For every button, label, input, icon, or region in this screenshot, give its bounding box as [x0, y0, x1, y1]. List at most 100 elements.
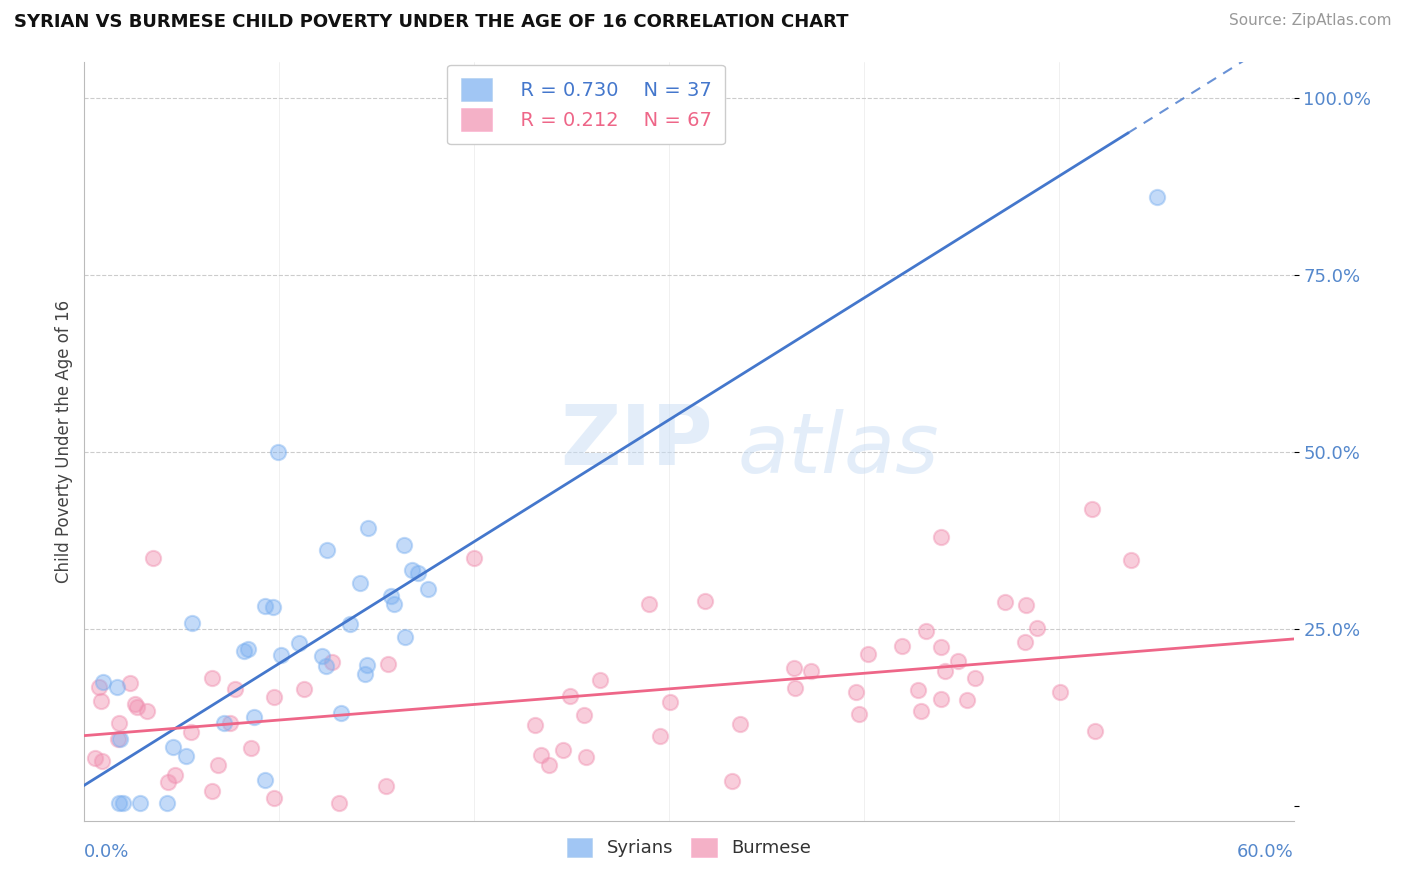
Point	[142, 551, 165, 566]
Point	[354, 667, 377, 681]
Point	[524, 718, 547, 732]
Point	[963, 672, 986, 686]
Point	[929, 640, 952, 654]
Point	[994, 595, 1017, 609]
Point	[848, 706, 870, 721]
Point	[118, 676, 141, 690]
Point	[330, 706, 353, 721]
Point	[212, 715, 235, 730]
Point	[377, 657, 399, 671]
Point	[463, 551, 485, 566]
Point	[315, 659, 337, 673]
Point	[242, 710, 264, 724]
Point	[201, 784, 224, 798]
Point	[934, 664, 956, 678]
Point	[929, 530, 952, 544]
Point	[156, 796, 179, 810]
Point	[856, 648, 879, 662]
Point	[207, 758, 229, 772]
Point	[1049, 685, 1071, 699]
Point	[1026, 621, 1049, 635]
Point	[239, 741, 262, 756]
Point	[105, 680, 128, 694]
Point	[311, 649, 333, 664]
Point	[800, 664, 823, 678]
Point	[107, 796, 129, 810]
Point	[136, 705, 159, 719]
Point	[956, 693, 979, 707]
Point	[845, 685, 868, 699]
Point	[108, 732, 131, 747]
Point	[339, 617, 361, 632]
Text: 0.0%: 0.0%	[84, 844, 129, 862]
Point	[394, 630, 416, 644]
Y-axis label: Child Poverty Under the Age of 16: Child Poverty Under the Age of 16	[55, 300, 73, 583]
Point	[907, 683, 929, 698]
Point	[695, 594, 717, 608]
Point	[219, 716, 242, 731]
Point	[253, 773, 276, 788]
Point	[638, 597, 661, 611]
Point	[90, 754, 112, 768]
Point	[783, 661, 806, 675]
Point	[107, 732, 129, 747]
Point	[1081, 501, 1104, 516]
Point	[254, 599, 277, 613]
Point	[107, 716, 129, 731]
Point	[408, 566, 430, 580]
Point	[263, 790, 285, 805]
Point	[910, 704, 932, 718]
Point	[180, 724, 202, 739]
Point	[728, 717, 751, 731]
Point	[124, 697, 146, 711]
Point	[658, 695, 681, 709]
Point	[560, 689, 582, 703]
Point	[232, 644, 254, 658]
Point	[783, 681, 806, 696]
Point	[263, 690, 285, 704]
Point	[575, 750, 598, 764]
Point	[650, 729, 672, 743]
Point	[1084, 724, 1107, 739]
Point	[1015, 598, 1038, 612]
Point	[382, 597, 405, 611]
Point	[128, 796, 150, 810]
Point	[1119, 552, 1142, 566]
Point	[270, 648, 292, 662]
Point	[1014, 635, 1036, 649]
Point	[394, 538, 416, 552]
Point	[321, 655, 343, 669]
Point	[530, 747, 553, 762]
Point	[891, 639, 914, 653]
Point	[914, 624, 936, 638]
Point	[267, 445, 290, 459]
Point	[224, 681, 246, 696]
Point	[288, 636, 311, 650]
Point	[238, 641, 260, 656]
Point	[112, 796, 135, 810]
Legend: Syrians, Burmese: Syrians, Burmese	[560, 830, 818, 864]
Point	[380, 589, 402, 603]
Point	[127, 700, 149, 714]
Point	[1146, 190, 1168, 204]
Point	[292, 682, 315, 697]
Point	[357, 521, 380, 535]
Text: ZIP: ZIP	[561, 401, 713, 482]
Text: SYRIAN VS BURMESE CHILD POVERTY UNDER THE AGE OF 16 CORRELATION CHART: SYRIAN VS BURMESE CHILD POVERTY UNDER TH…	[14, 13, 849, 31]
Point	[316, 543, 339, 558]
Point	[174, 748, 197, 763]
Point	[84, 751, 107, 765]
Point	[946, 654, 969, 668]
Point	[929, 692, 952, 706]
Point	[156, 775, 179, 789]
Point	[328, 796, 350, 810]
Point	[262, 599, 284, 614]
Point	[90, 694, 112, 708]
Point	[572, 708, 595, 723]
Text: atlas: atlas	[737, 409, 939, 490]
Point	[374, 779, 396, 793]
Point	[91, 675, 114, 690]
Text: Source: ZipAtlas.com: Source: ZipAtlas.com	[1229, 13, 1392, 29]
Point	[401, 563, 423, 577]
Point	[89, 680, 111, 694]
